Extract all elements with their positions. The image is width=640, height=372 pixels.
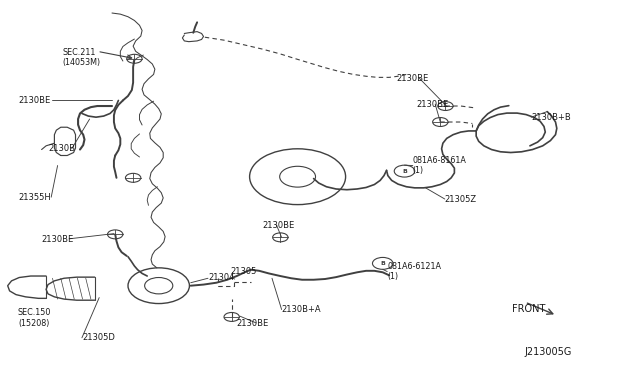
Text: 2130BE: 2130BE: [42, 235, 74, 244]
Text: B: B: [380, 261, 385, 266]
Text: 2130BE: 2130BE: [237, 319, 269, 328]
Text: J213005G: J213005G: [525, 347, 572, 356]
Text: 21304: 21304: [208, 273, 234, 282]
Text: SEC.211
(14053M): SEC.211 (14053M): [63, 48, 101, 67]
Text: 21305D: 21305D: [82, 333, 115, 342]
Text: 2130BE: 2130BE: [416, 100, 448, 109]
Text: SEC.150
(15208): SEC.150 (15208): [18, 308, 51, 328]
Text: 2130B: 2130B: [48, 144, 75, 153]
Text: 2130B+A: 2130B+A: [282, 305, 321, 314]
Text: 2130BE: 2130BE: [397, 74, 429, 83]
Text: 081A6-6121A
(1): 081A6-6121A (1): [387, 262, 441, 281]
Text: 21305: 21305: [230, 267, 257, 276]
Text: 2130BE: 2130BE: [262, 221, 294, 230]
Text: 081A6-8161A
(1): 081A6-8161A (1): [413, 156, 467, 175]
Text: 21305Z: 21305Z: [445, 195, 477, 203]
Text: B: B: [402, 169, 407, 174]
Text: FRONT: FRONT: [512, 304, 545, 314]
Text: 21355H: 21355H: [18, 193, 51, 202]
Text: 2130B+B: 2130B+B: [531, 113, 571, 122]
Text: 2130BE: 2130BE: [18, 96, 50, 105]
